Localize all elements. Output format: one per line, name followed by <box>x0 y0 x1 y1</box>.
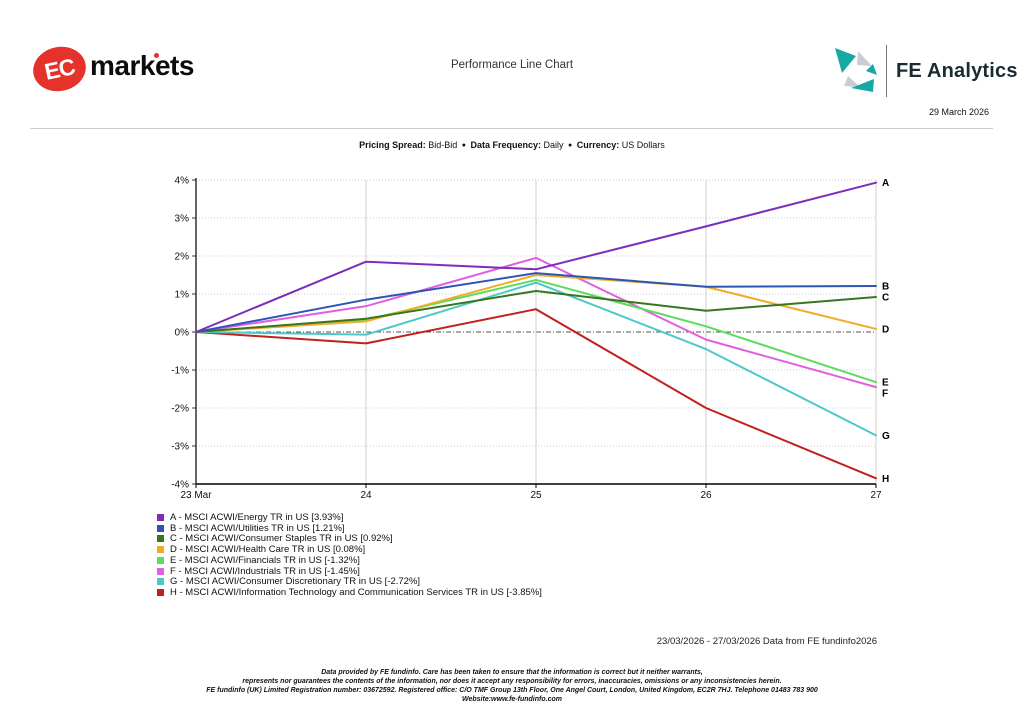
x-tick-label: 27 <box>870 490 882 501</box>
legend-label: C - MSCI ACWI/Consumer Staples TR in US … <box>170 533 393 545</box>
y-tick-label: 1% <box>175 290 190 301</box>
y-tick-label: -1% <box>171 366 189 377</box>
series-label-G: G <box>882 431 890 442</box>
pricing-spread-label: Pricing Spread: <box>359 140 426 150</box>
currency-label: Currency: <box>576 140 620 150</box>
currency-value: US Dollars <box>619 140 665 150</box>
bullet-separator: ● <box>461 142 466 149</box>
series-label-D: D <box>882 324 889 335</box>
legend-label: E - MSCI ACWI/Financials TR in US [-1.32… <box>170 554 360 566</box>
fe-analytics-logo: FE Analytics <box>830 44 1018 98</box>
bullet-separator: ● <box>568 142 573 149</box>
series-label-H: H <box>882 474 889 485</box>
chart-area: 4% 3% 2% 1% 0% -1% -2% -3% -4% 23 Mar 24 25 26 27 A B C D… <box>155 168 903 506</box>
page-title: Performance Line Chart <box>450 59 574 71</box>
legend-item: B - MSCI ACWI/Utilities TR in US [1.21%] <box>157 523 542 534</box>
y-tick-label: -2% <box>171 404 189 415</box>
legend-swatch-icon <box>157 546 164 554</box>
legend-swatch-icon <box>157 589 164 597</box>
date-range-text: 23/03/2026 - 27/03/2026 Data from FE fun… <box>656 636 877 647</box>
legend-item: G - MSCI ACWI/Consumer Discretionary TR … <box>157 576 542 588</box>
series-line-F <box>195 256 877 389</box>
fe-pinwheel-icon <box>835 48 877 92</box>
legend-label: G - MSCI ACWI/Consumer Discretionary TR … <box>170 576 421 588</box>
series-line-C <box>195 289 877 333</box>
disclaimer-line: Data provided by FE fundinfo. Care has b… <box>321 669 703 676</box>
legend-label: H - MSCI ACWI/Information Technology and… <box>170 587 542 599</box>
x-tick-label: 24 <box>360 490 372 501</box>
series-label-C: C <box>882 293 889 304</box>
ec-logo-dot-icon <box>154 53 159 58</box>
legend-item: A - MSCI ACWI/Energy TR in US [3.93%] <box>157 512 542 523</box>
pricing-spread-value: Bid-Bid <box>425 140 458 150</box>
disclaimer-line: Website:www.fe-fundinfo.com <box>462 696 562 703</box>
series-label-A: A <box>882 178 889 189</box>
legend-label: D - MSCI ACWI/Health Care TR in US [0.08… <box>170 544 366 556</box>
series-line-A <box>195 181 877 333</box>
chart-subtitle: Pricing Spread: Bid-Bid ● Data Frequency… <box>0 140 1024 150</box>
legend-swatch-icon <box>157 567 164 575</box>
series-label-F: F <box>882 389 888 400</box>
y-tick-label: 2% <box>175 252 190 263</box>
series-line-H <box>195 308 877 480</box>
legend-item: E - MSCI ACWI/Financials TR in US [-1.32… <box>157 555 542 566</box>
disclaimer-line: FE fundinfo (UK) Limited Registration nu… <box>206 687 818 694</box>
series-line-G <box>195 281 877 437</box>
legend-label: F - MSCI ACWI/Industrials TR in US [-1.4… <box>170 565 360 577</box>
data-frequency-value: Daily <box>541 140 564 150</box>
y-tick-label: 4% <box>175 176 190 187</box>
x-tick-label: 26 <box>700 490 712 501</box>
legend-label: B - MSCI ACWI/Utilities TR in US [1.21%] <box>170 522 345 534</box>
series-label-E: E <box>882 378 889 389</box>
chart-legend: A - MSCI ACWI/Energy TR in US [3.93%] B -… <box>157 512 542 598</box>
legend-item: H - MSCI ACWI/Information Technology and… <box>157 587 542 598</box>
x-tick-label: 23 Mar <box>180 490 212 501</box>
y-tick-label: 0% <box>175 328 190 339</box>
y-tick-label: -4% <box>171 480 189 491</box>
performance-line-chart: 4% 3% 2% 1% 0% -1% -2% -3% -4%23 Mar 24 25 26 27 A BC D… <box>171 176 890 502</box>
report-date: 29 March 2026 <box>928 107 989 117</box>
y-tick-label: 3% <box>175 214 190 225</box>
legend-swatch-icon <box>157 556 164 564</box>
x-tick-label: 25 <box>530 490 542 501</box>
header-divider <box>30 128 993 129</box>
fe-logo-text: FE Analytics <box>896 59 1018 82</box>
legend-item: D - MSCI ACWI/Health Care TR in US [0.08… <box>157 544 542 555</box>
series-label-B: B <box>882 282 889 293</box>
disclaimer-line: represents nor guarantees the contents o… <box>242 678 782 685</box>
legend-swatch-icon <box>157 535 164 543</box>
fe-logo-separator <box>886 45 887 97</box>
legend-swatch-icon <box>157 513 164 521</box>
legend-item: F - MSCI ACWI/Industrials TR in US [-1.4… <box>157 566 542 577</box>
legend-swatch-icon <box>157 578 164 586</box>
ec-markets-logo: EC markets <box>29 41 194 98</box>
series-line-B <box>195 272 877 333</box>
legend-swatch-icon <box>157 524 164 532</box>
legend-item: C - MSCI ACWI/Consumer Staples TR in US … <box>157 533 542 545</box>
data-frequency-label: Data Frequency: <box>470 140 541 150</box>
disclaimer: Data provided by FE fundinfo. Care has b… <box>0 668 1024 704</box>
ec-logo-wordmark: markets <box>90 50 194 81</box>
y-tick-label: -3% <box>171 442 189 453</box>
legend-label: A - MSCI ACWI/Energy TR in US [3.93%] <box>170 511 344 523</box>
series-line-D <box>195 274 877 333</box>
